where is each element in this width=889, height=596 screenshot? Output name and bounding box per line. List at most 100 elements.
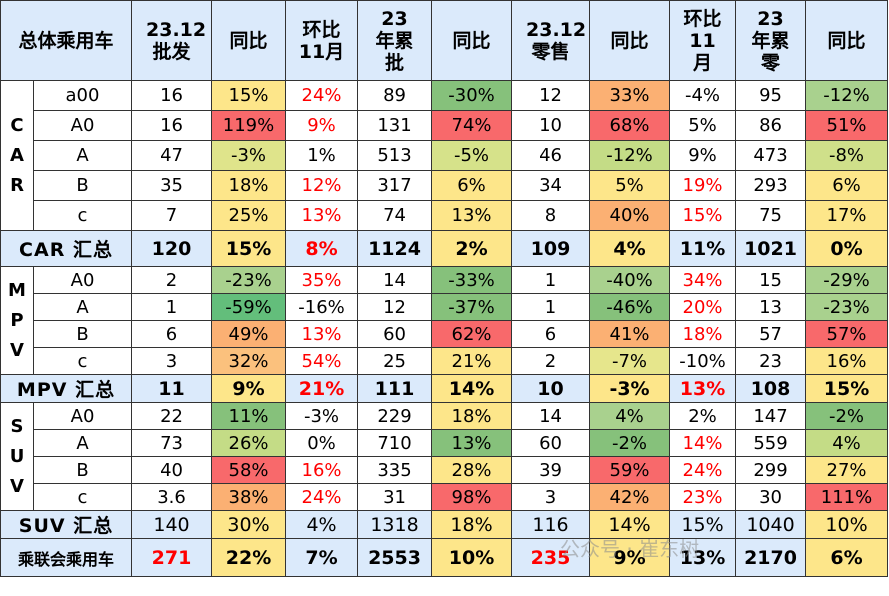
- data-cell: 9%: [211, 374, 287, 403]
- data-cell: -23%: [805, 293, 889, 321]
- data-cell: -30%: [431, 80, 513, 111]
- data-cell: 35%: [285, 266, 359, 294]
- data-cell: 25%: [211, 200, 287, 231]
- data-cell: 4%: [805, 429, 889, 457]
- data-cell: 131: [357, 110, 433, 141]
- category-letter: C: [10, 114, 24, 136]
- data-cell: -10%: [669, 347, 737, 375]
- data-cell: 13%: [431, 200, 513, 231]
- data-cell: 2%: [431, 230, 513, 267]
- data-cell: 235: [511, 538, 591, 577]
- summary-label: SUV 汇总: [0, 510, 133, 539]
- data-cell: 62%: [431, 320, 513, 348]
- data-cell: 60: [511, 429, 591, 457]
- data-cell: 18%: [669, 320, 737, 348]
- table-row: B 6 49% 13% 60 62% 6 41% 18% 57 57%: [1, 320, 889, 348]
- data-cell: 74: [357, 200, 433, 231]
- data-cell: 14%: [431, 374, 513, 403]
- table-row: c 7 25% 13% 74 13% 8 40% 15% 75 17%: [1, 200, 889, 231]
- data-cell: 24%: [669, 456, 737, 484]
- data-cell: 22%: [211, 538, 287, 577]
- data-cell: 10: [511, 110, 591, 141]
- data-cell: 27%: [805, 456, 889, 484]
- data-cell: 9%: [669, 140, 737, 171]
- total-row: 乘联会乘用车 271 22% 7% 2553 10% 235 9% 13% 2170 6%: [0, 538, 889, 577]
- table-row: A 1 -59% -16% 12 -37% 1 -46% 20% 13 -23%: [1, 293, 889, 321]
- data-cell: 47: [131, 140, 213, 171]
- data-cell: 7%: [285, 538, 359, 577]
- data-cell: 57%: [805, 320, 889, 348]
- data-cell: 41%: [589, 320, 671, 348]
- data-cell: 3.6: [131, 483, 213, 511]
- data-cell: 9%: [285, 110, 359, 141]
- total-label: 乘联会乘用车: [0, 538, 133, 577]
- data-cell: -5%: [431, 140, 513, 171]
- summary-row: CAR 汇总 120 15% 8% 1124 2% 109 4% 11% 1021 0%: [0, 230, 889, 267]
- data-cell: 38%: [211, 483, 287, 511]
- data-cell: 317: [357, 170, 433, 201]
- data-cell: 14%: [669, 429, 737, 457]
- data-cell: 15%: [211, 230, 287, 267]
- header-row: 总体乘用车 23.12批发 同比 环比11月 23年累批 同比 23.12零售 …: [0, 0, 889, 81]
- data-cell: 24%: [285, 80, 359, 111]
- data-cell: 2%: [669, 402, 737, 430]
- segment-label: A: [32, 140, 133, 171]
- header-cell: 总体乘用车: [0, 0, 133, 81]
- data-cell: -4%: [669, 80, 737, 111]
- segment-label: a00: [32, 80, 133, 111]
- data-cell: 34%: [669, 266, 737, 294]
- data-cell: 140: [131, 510, 213, 539]
- header-cell: 同比: [805, 0, 889, 81]
- data-cell: 14: [511, 402, 591, 430]
- data-cell: 15%: [805, 374, 889, 403]
- segment-label: A0: [32, 266, 133, 294]
- data-cell: 13: [735, 293, 807, 321]
- data-cell: 46: [511, 140, 591, 171]
- data-cell: -46%: [589, 293, 671, 321]
- data-cell: 30: [735, 483, 807, 511]
- table-row: S U V A0 22 11% -3% 229 18% 14 4% 2% 147 -2%: [0, 402, 889, 511]
- data-cell: 710: [357, 429, 433, 457]
- data-cell: 15: [735, 266, 807, 294]
- data-cell: 18%: [431, 510, 513, 539]
- data-cell: -59%: [211, 293, 287, 321]
- data-cell: 7: [131, 200, 213, 231]
- data-cell: -2%: [805, 402, 889, 430]
- header-cell: 23年累零: [735, 0, 807, 81]
- data-cell: 16: [131, 80, 213, 111]
- data-cell: 40: [131, 456, 213, 484]
- data-cell: 24%: [285, 483, 359, 511]
- data-cell: 1%: [285, 140, 359, 171]
- data-cell: 19%: [669, 170, 737, 201]
- data-cell: 75: [735, 200, 807, 231]
- header-cell: 环比11月: [285, 0, 359, 81]
- data-cell: 1124: [357, 230, 433, 267]
- data-cell: 8%: [285, 230, 359, 267]
- data-cell: 12: [357, 293, 433, 321]
- data-cell: 116: [511, 510, 591, 539]
- table-row: M P V A0 2 -23% 35% 14 -33% 1 -40% 34% 15 -29%: [0, 266, 889, 375]
- data-cell: 5%: [589, 170, 671, 201]
- data-cell: 15%: [669, 510, 737, 539]
- data-cell: 13%: [285, 320, 359, 348]
- data-cell: 4%: [589, 230, 671, 267]
- data-cell: 1318: [357, 510, 433, 539]
- category-letter: R: [10, 174, 24, 196]
- data-cell: 2170: [735, 538, 807, 577]
- data-cell: 15%: [669, 200, 737, 231]
- data-cell: 513: [357, 140, 433, 171]
- header-cell: 23.12零售: [511, 0, 591, 81]
- data-cell: 4%: [589, 402, 671, 430]
- data-cell: 18%: [211, 170, 287, 201]
- data-cell: 40%: [589, 200, 671, 231]
- data-cell: -7%: [589, 347, 671, 375]
- data-cell: 111%: [805, 483, 889, 511]
- data-cell: 33%: [589, 80, 671, 111]
- data-cell: 86: [735, 110, 807, 141]
- data-cell: 6%: [805, 170, 889, 201]
- segment-label: A0: [32, 402, 133, 430]
- segment-label: A: [32, 293, 133, 321]
- header-cell: 23年累批: [357, 0, 433, 81]
- data-cell: 89: [357, 80, 433, 111]
